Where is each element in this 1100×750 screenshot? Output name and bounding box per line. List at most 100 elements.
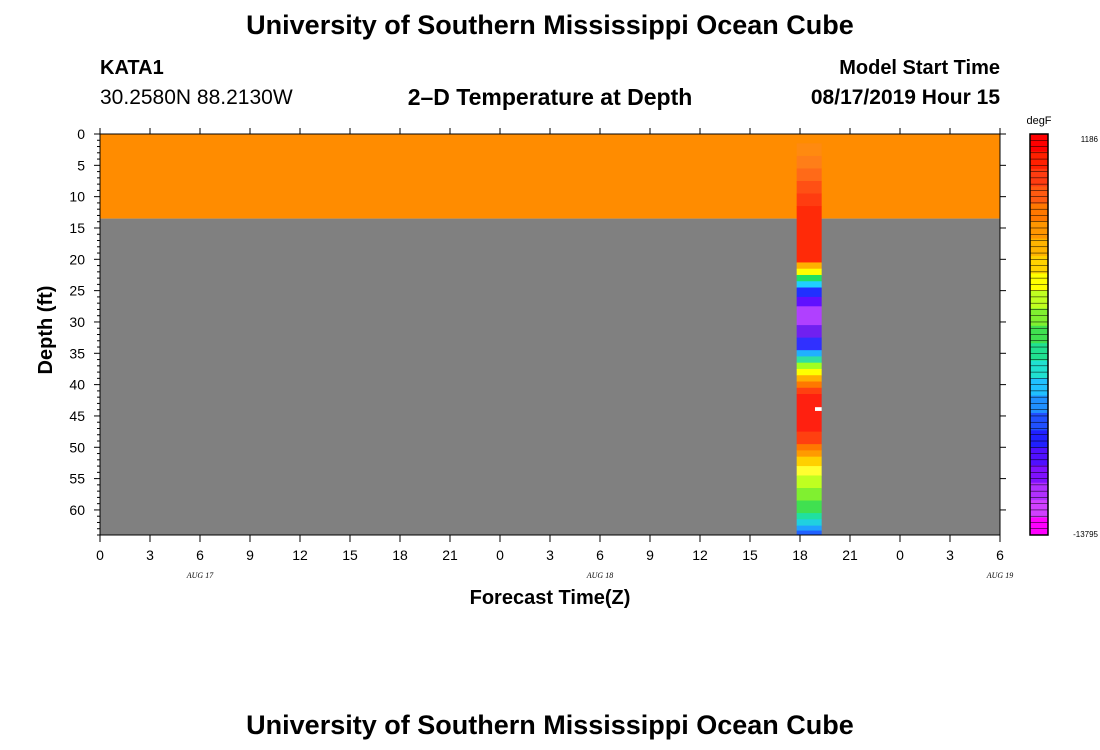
profile-band [796, 456, 822, 467]
colorbar-min-label: -13795 [1073, 530, 1098, 539]
profile-band [796, 287, 822, 298]
x-axis-title: Forecast Time(Z) [470, 587, 631, 609]
y-tick-label: 50 [69, 439, 85, 455]
colorbar-swatch [1030, 221, 1048, 240]
profile-band [796, 394, 822, 433]
profile-band [796, 274, 822, 282]
y-tick-label: 40 [69, 377, 85, 393]
profile-band [796, 475, 822, 489]
x-tick-label: 6 [996, 547, 1004, 563]
colorbar-max-label: 1186 [1081, 135, 1099, 144]
x-tick-label: 21 [842, 547, 858, 563]
colorbar-swatch [1030, 186, 1048, 205]
profile-band [796, 206, 822, 263]
x-tick-label: 18 [792, 547, 808, 563]
background-region [100, 134, 1000, 219]
profile-band [796, 281, 822, 288]
profile-band [796, 519, 822, 527]
x-tick-label: 9 [646, 547, 654, 563]
y-tick-label: 0 [77, 126, 85, 142]
profile-band [796, 444, 822, 451]
profile-band [796, 375, 822, 382]
x-tick-label: 3 [546, 547, 554, 563]
profile-band [796, 356, 822, 364]
colorbar-swatch [1030, 517, 1048, 536]
y-tick-label: 20 [69, 251, 85, 267]
page-title: University of Southern Mississippi Ocean… [246, 10, 854, 40]
background-region [100, 218, 1000, 535]
date-label: AUG 17 [186, 571, 214, 580]
profile-band [796, 193, 822, 207]
profile-band [796, 268, 822, 276]
x-tick-label: 12 [692, 547, 708, 563]
colorbar-swatch [1030, 151, 1048, 170]
colorbar-swatch [1030, 134, 1048, 152]
profile-band [796, 155, 822, 169]
station-coordinates: 30.2580N 88.2130W [100, 86, 293, 109]
profile-band [796, 143, 822, 157]
x-tick-label: 0 [896, 547, 904, 563]
profile-band [796, 488, 822, 501]
x-tick-label: 18 [392, 547, 408, 563]
x-tick-label: 0 [496, 547, 504, 563]
y-tick-label: 35 [69, 345, 85, 361]
y-tick-label: 5 [77, 157, 85, 173]
profile-band [796, 368, 822, 376]
date-label: AUG 18 [586, 571, 613, 580]
profile-band [796, 450, 822, 458]
x-tick-label: 15 [342, 547, 358, 563]
colorbar-unit: degF [1026, 115, 1051, 127]
x-tick-label: 6 [196, 547, 204, 563]
profile-band [796, 513, 822, 520]
y-tick-label: 60 [69, 502, 85, 518]
colorbar-swatch [1030, 378, 1048, 397]
profile-band [796, 381, 822, 389]
y-tick-label: 30 [69, 314, 85, 330]
date-label: AUG 19 [986, 571, 1013, 580]
profile-band [796, 296, 822, 307]
colorbar-swatch [1030, 500, 1048, 519]
colorbar: degF 1186 -13795 [1026, 115, 1098, 539]
colorbar-swatch [1030, 447, 1048, 466]
x-tick-label: 6 [596, 547, 604, 563]
profile-band [796, 325, 822, 339]
profile-band [796, 180, 822, 194]
x-tick-label: 3 [146, 547, 154, 563]
profile-band [796, 134, 822, 144]
colorbar-swatch [1030, 430, 1048, 449]
profile-band [796, 262, 822, 270]
x-tick-label: 0 [96, 547, 104, 563]
profile-band [796, 500, 822, 514]
profile-marker [815, 407, 822, 411]
colorbar-swatch [1030, 203, 1048, 222]
model-start-time: 08/17/2019 Hour 15 [810, 86, 1000, 109]
profile-band [796, 306, 822, 326]
profile-band [796, 350, 822, 357]
y-tick-label: 45 [69, 408, 85, 424]
x-tick-label: 12 [292, 547, 308, 563]
y-tick-label: 10 [69, 189, 85, 205]
profile-band [796, 387, 822, 395]
profile-band [796, 431, 822, 445]
colorbar-frame [1029, 133, 1049, 536]
profile-band [796, 525, 822, 532]
profile-band [796, 466, 822, 476]
x-tick-label: 9 [246, 547, 254, 563]
colorbar-swatch [1030, 465, 1048, 484]
profile-band [796, 530, 822, 536]
colorbar-swatch [1030, 343, 1048, 362]
profile-band [796, 362, 822, 370]
colorbar-swatch [1030, 395, 1048, 414]
colorbar-swatch [1030, 273, 1048, 292]
colorbar-swatch [1030, 290, 1048, 309]
profile-band [796, 168, 822, 182]
colorbar-swatch [1030, 238, 1048, 257]
plot-area [100, 134, 1000, 536]
profile-band [796, 337, 822, 351]
station-id: KATA1 [100, 57, 164, 79]
footer-title: University of Southern Mississippi Ocean… [246, 710, 854, 740]
y-tick-label: 55 [69, 471, 85, 487]
x-tick-label: 21 [442, 547, 458, 563]
